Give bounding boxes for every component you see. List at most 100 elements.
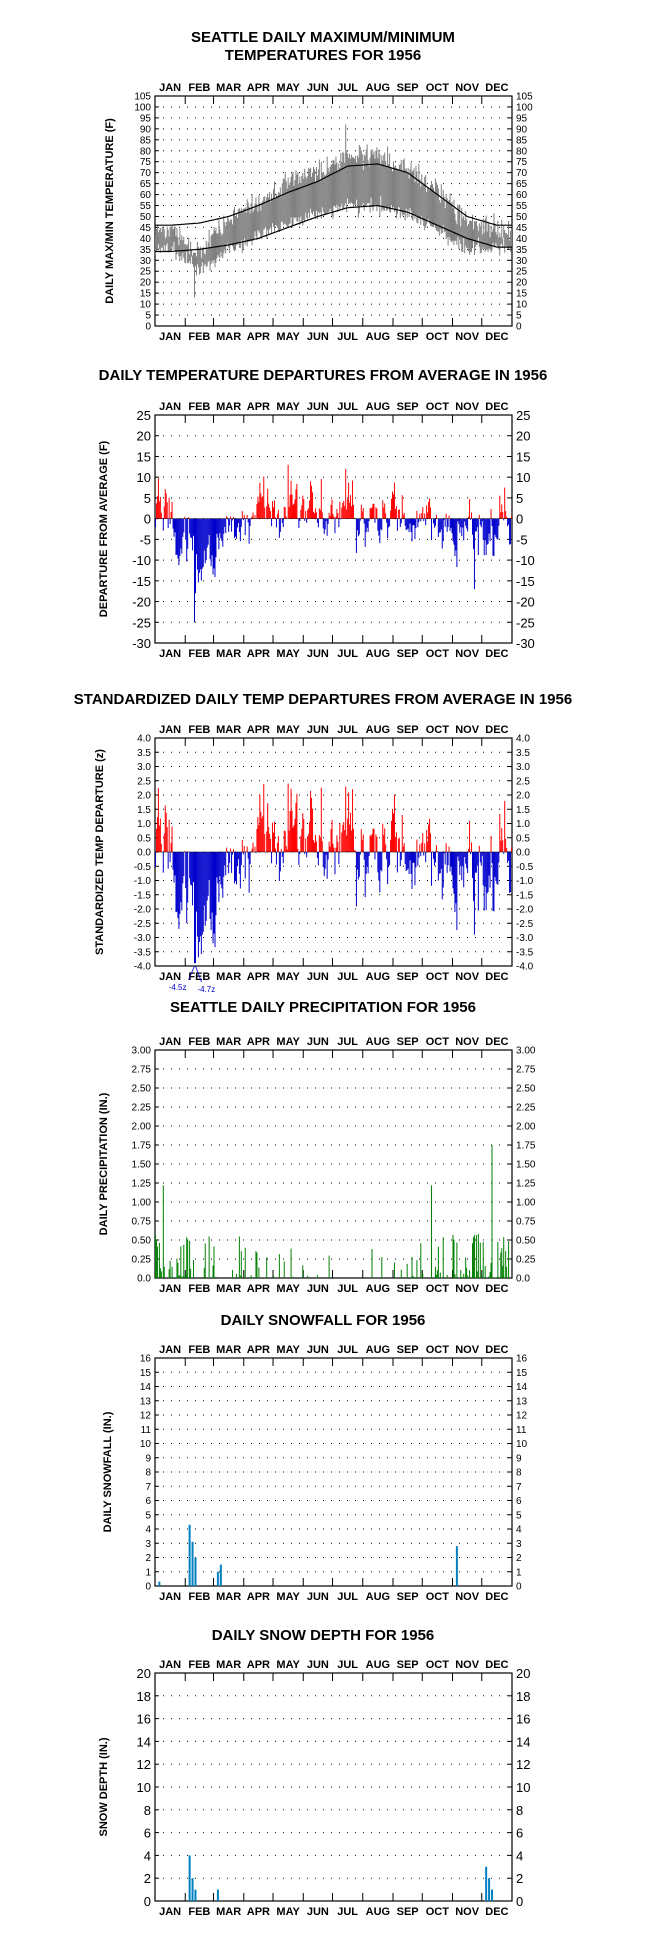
y-tick-label-left: 0.25 — [132, 1255, 152, 1266]
y-tick-label-right: 4 — [516, 1848, 523, 1863]
month-label-bottom-feb: FEB — [188, 1906, 210, 1918]
y-tick-label-left: 12 — [140, 1411, 152, 1422]
departure-bars — [154, 783, 513, 964]
month-label-bottom-aug: AUG — [366, 648, 390, 660]
y-tick-label-right: 7 — [516, 1482, 522, 1493]
month-label-top-apr: APR — [247, 1659, 270, 1671]
snow-depth-bar — [188, 1855, 191, 1901]
month-label-bottom-may: MAY — [276, 1906, 300, 1918]
precip-bars — [154, 1145, 510, 1278]
month-label-top-feb: FEB — [188, 724, 210, 736]
y-tick-label-right: -5 — [516, 532, 528, 547]
annotation-label: -4.7z — [197, 985, 215, 994]
month-label-bottom-aug: AUG — [366, 971, 390, 983]
month-label-top-apr: APR — [247, 1036, 270, 1048]
y-tick-label-right: -3.5 — [516, 947, 534, 958]
y-tick-label-right: 1.00 — [516, 1198, 536, 1209]
y-tick-label-left: 85 — [140, 135, 152, 146]
month-label-bottom-may: MAY — [276, 648, 300, 660]
y-tick-label-right: 1.75 — [516, 1141, 536, 1152]
month-label-top-apr: APR — [247, 401, 270, 413]
y-tick-label-right: 18 — [516, 1689, 530, 1704]
month-label-bottom-jan: JAN — [159, 331, 181, 343]
y-tick-label-right: -1.0 — [516, 876, 534, 887]
y-tick-label-right: 10 — [516, 1439, 528, 1450]
y-tick-label-left: 45 — [140, 223, 152, 234]
snowfall-bars — [158, 1524, 458, 1586]
y-tick-label-right: 40 — [516, 234, 528, 245]
chart-title: STANDARDIZED DAILY TEMP DEPARTURES FROM … — [74, 691, 572, 708]
y-tick-label-left: 5 — [145, 311, 151, 322]
plot-border — [154, 414, 513, 644]
y-tick-label-left: 10 — [137, 470, 151, 485]
y-tick-label-right: 0.75 — [516, 1217, 536, 1228]
y-tick-label-right: 0 — [516, 1894, 523, 1909]
month-label-top-jun: JUN — [307, 1036, 329, 1048]
y-tick-label-left: 1.50 — [132, 1160, 152, 1171]
y-tick-label-left: 2.00 — [132, 1122, 152, 1133]
annotation-leader — [188, 965, 195, 981]
y-tick-label-left: 16 — [137, 1712, 151, 1727]
y-tick-label-left: 13 — [140, 1396, 152, 1407]
month-label-top-apr: APR — [247, 1344, 270, 1356]
plot-border — [154, 1672, 513, 1902]
month-label-bottom-dec: DEC — [485, 971, 508, 983]
y-tick-label-right: 15 — [516, 1368, 528, 1379]
y-tick-label-right: 15 — [516, 449, 530, 464]
month-label-bottom-jul: JUL — [337, 648, 358, 660]
y-tick-label-left: 105 — [134, 92, 151, 103]
month-label-bottom-nov: NOV — [455, 1906, 480, 1918]
month-label-top-jul: JUL — [337, 401, 358, 413]
y-tick-label-right: 0 — [516, 322, 522, 333]
month-label-top-jul: JUL — [337, 724, 358, 736]
chart-panel-temperature-departures: JAN JAN FEB FEB MAR MAR APR APR MAY MAY JUN JUN JUL J… — [98, 401, 535, 660]
y-tick-label-right: -30 — [516, 636, 535, 651]
y-tick-label-left: 10 — [140, 300, 152, 311]
month-label-top-jun: JUN — [307, 82, 329, 94]
y-tick-label-left: -2.5 — [134, 919, 152, 930]
y-tick-label-right: 4.0 — [516, 734, 530, 745]
y-tick-label-left: 40 — [140, 234, 152, 245]
snow-depth-bar — [194, 1889, 197, 1901]
y-tick-label-left: 8 — [145, 1468, 151, 1479]
y-tick-label-left: -0.5 — [134, 862, 152, 873]
y-tick-label-right: 105 — [516, 92, 533, 103]
snowfall-bar — [158, 1581, 161, 1586]
y-axis-title: DAILY MAX/MIN TEMPERATURE (F) — [104, 118, 116, 304]
y-tick-label-left: 1.25 — [132, 1179, 152, 1190]
month-label-top-feb: FEB — [188, 82, 210, 94]
y-tick-label-left: -1.0 — [134, 876, 152, 887]
y-tick-label-right: 3.00 — [516, 1046, 536, 1057]
month-label-bottom-jan: JAN — [159, 648, 181, 660]
month-label-bottom-oct: OCT — [426, 331, 450, 343]
month-label-top-dec: DEC — [485, 1036, 508, 1048]
y-tick-label-right: 0.5 — [516, 833, 530, 844]
month-label-top-sep: SEP — [397, 1344, 419, 1356]
y-tick-label-left: 100 — [134, 102, 151, 113]
chart-title: DAILY SNOW DEPTH FOR 1956 — [212, 1627, 435, 1644]
y-tick-label-right: 16 — [516, 1712, 530, 1727]
month-label-top-jan: JAN — [159, 1344, 181, 1356]
y-tick-label-left: 2.25 — [132, 1103, 152, 1114]
month-label-bottom-sep: SEP — [397, 1906, 419, 1918]
month-label-bottom-apr: APR — [247, 971, 270, 983]
month-label-top-nov: NOV — [455, 401, 480, 413]
y-tick-label-left: -1.5 — [134, 890, 152, 901]
month-label-bottom-apr: APR — [247, 1591, 270, 1603]
month-label-top-nov: NOV — [455, 1659, 480, 1671]
y-tick-label-right: 2.50 — [516, 1084, 536, 1095]
month-label-bottom-nov: NOV — [455, 1591, 480, 1603]
y-tick-label-left: 4 — [144, 1848, 151, 1863]
month-label-top-feb: FEB — [188, 401, 210, 413]
y-tick-label-left: 0 — [144, 512, 151, 527]
chart-panel-max-min-temperature: JAN JAN FEB FEB MAR MAR APR APR MAY MAY JUN JUN JUL J… — [104, 82, 533, 343]
y-tick-label-left: 15 — [140, 1368, 152, 1379]
month-label-bottom-apr: APR — [247, 331, 270, 343]
month-label-bottom-mar: MAR — [216, 1906, 241, 1918]
y-tick-label-left: 0.0 — [137, 848, 151, 859]
month-label-bottom-oct: OCT — [426, 1283, 450, 1295]
month-label-bottom-apr: APR — [247, 1906, 270, 1918]
month-label-bottom-apr: APR — [247, 648, 270, 660]
month-label-bottom-jan: JAN — [159, 1591, 181, 1603]
y-tick-label-left: 0.0 — [137, 1274, 151, 1285]
